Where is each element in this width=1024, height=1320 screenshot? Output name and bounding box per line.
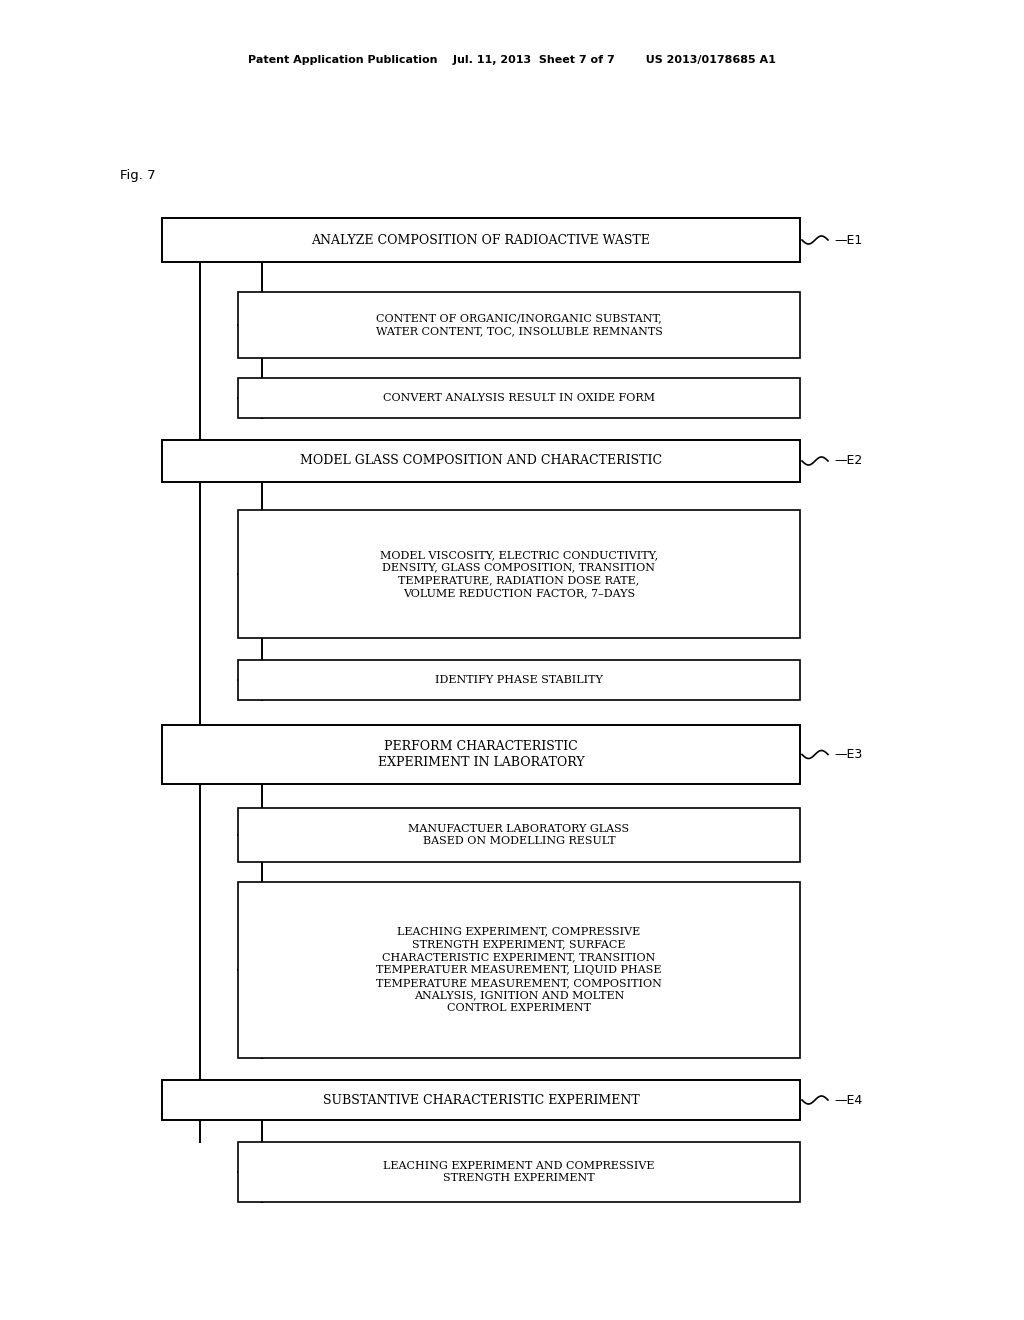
Bar — [162, 725, 800, 784]
Bar — [238, 1142, 800, 1203]
Bar — [238, 808, 800, 862]
Bar — [162, 440, 800, 482]
Bar — [162, 218, 800, 261]
Text: MODEL GLASS COMPOSITION AND CHARACTERISTIC: MODEL GLASS COMPOSITION AND CHARACTERIST… — [300, 454, 663, 467]
Text: PERFORM CHARACTERISTIC
EXPERIMENT IN LABORATORY: PERFORM CHARACTERISTIC EXPERIMENT IN LAB… — [378, 739, 585, 770]
Text: —E2: —E2 — [834, 454, 862, 467]
Text: SUBSTANTIVE CHARACTERISTIC EXPERIMENT: SUBSTANTIVE CHARACTERISTIC EXPERIMENT — [323, 1093, 639, 1106]
Text: IDENTIFY PHASE STABILITY: IDENTIFY PHASE STABILITY — [435, 675, 603, 685]
Text: CONVERT ANALYSIS RESULT IN OXIDE FORM: CONVERT ANALYSIS RESULT IN OXIDE FORM — [383, 393, 655, 403]
Text: —E4: —E4 — [834, 1093, 862, 1106]
Text: CONTENT OF ORGANIC/INORGANIC SUBSTANT,
WATER CONTENT, TOC, INSOLUBLE REMNANTS: CONTENT OF ORGANIC/INORGANIC SUBSTANT, W… — [376, 314, 663, 337]
Text: ANALYZE COMPOSITION OF RADIOACTIVE WASTE: ANALYZE COMPOSITION OF RADIOACTIVE WASTE — [311, 234, 650, 247]
Text: —E1: —E1 — [834, 234, 862, 247]
Text: Fig. 7: Fig. 7 — [120, 169, 156, 181]
Bar — [238, 660, 800, 700]
Text: LEACHING EXPERIMENT, COMPRESSIVE
STRENGTH EXPERIMENT, SURFACE
CHARACTERISTIC EXP: LEACHING EXPERIMENT, COMPRESSIVE STRENGT… — [376, 927, 662, 1014]
Text: LEACHING EXPERIMENT AND COMPRESSIVE
STRENGTH EXPERIMENT: LEACHING EXPERIMENT AND COMPRESSIVE STRE… — [383, 1160, 654, 1184]
Bar — [238, 882, 800, 1059]
Text: Patent Application Publication    Jul. 11, 2013  Sheet 7 of 7        US 2013/017: Patent Application Publication Jul. 11, … — [248, 55, 776, 65]
Bar — [162, 1080, 800, 1119]
Bar — [238, 510, 800, 638]
Text: —E3: —E3 — [834, 748, 862, 762]
Bar — [238, 378, 800, 418]
Bar — [238, 292, 800, 358]
Text: MANUFACTUER LABORATORY GLASS
BASED ON MODELLING RESULT: MANUFACTUER LABORATORY GLASS BASED ON MO… — [409, 824, 630, 846]
Text: MODEL VISCOSITY, ELECTRIC CONDUCTIVITY,
DENSITY, GLASS COMPOSITION, TRANSITION
T: MODEL VISCOSITY, ELECTRIC CONDUCTIVITY, … — [380, 550, 658, 598]
